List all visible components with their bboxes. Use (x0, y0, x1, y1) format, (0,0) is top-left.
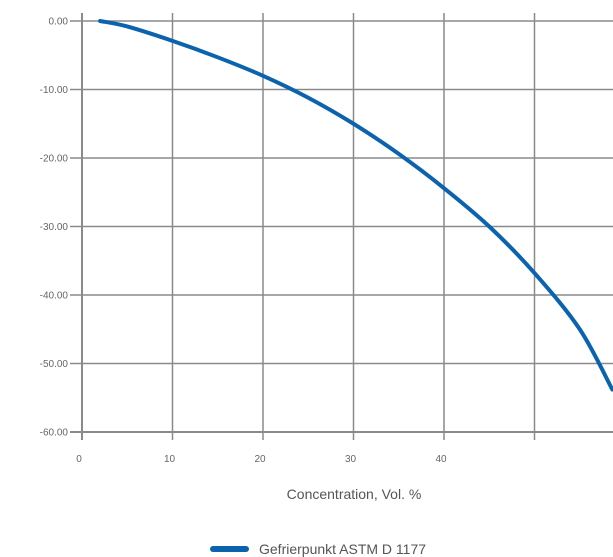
y-tick-label: -60.00 (40, 428, 69, 439)
x-tick-label: 10 (164, 454, 176, 465)
series-layer (98, 19, 613, 392)
x-tick-label: 30 (345, 454, 357, 465)
y-tick-label: -10.00 (40, 85, 69, 96)
x-tick-label: 40 (435, 454, 447, 465)
x-tick-label: 0 (76, 454, 82, 465)
x-tick-label: 20 (254, 454, 266, 465)
series-line-0 (98, 19, 613, 392)
y-tick-label: -40.00 (40, 291, 69, 302)
y-tick-label: -30.00 (40, 222, 69, 233)
y-tick-label: -50.00 (40, 359, 69, 370)
y-tick-label: 0.00 (49, 17, 69, 28)
x-axis-ticks: 0 10 20 30 40 (76, 454, 447, 465)
grid (70, 13, 613, 440)
y-axis-ticks: 0.00 -10.00 -20.00 -30.00 -40.00 -50.00 -60.00 (40, 17, 69, 439)
legend-label: Gefrierpunkt ASTM D 1177 (259, 541, 426, 557)
x-axis-label: Concentration, Vol. % (287, 486, 422, 502)
y-tick-label: -20.00 (40, 154, 69, 165)
legend[interactable]: Gefrierpunkt ASTM D 1177 (210, 541, 426, 557)
